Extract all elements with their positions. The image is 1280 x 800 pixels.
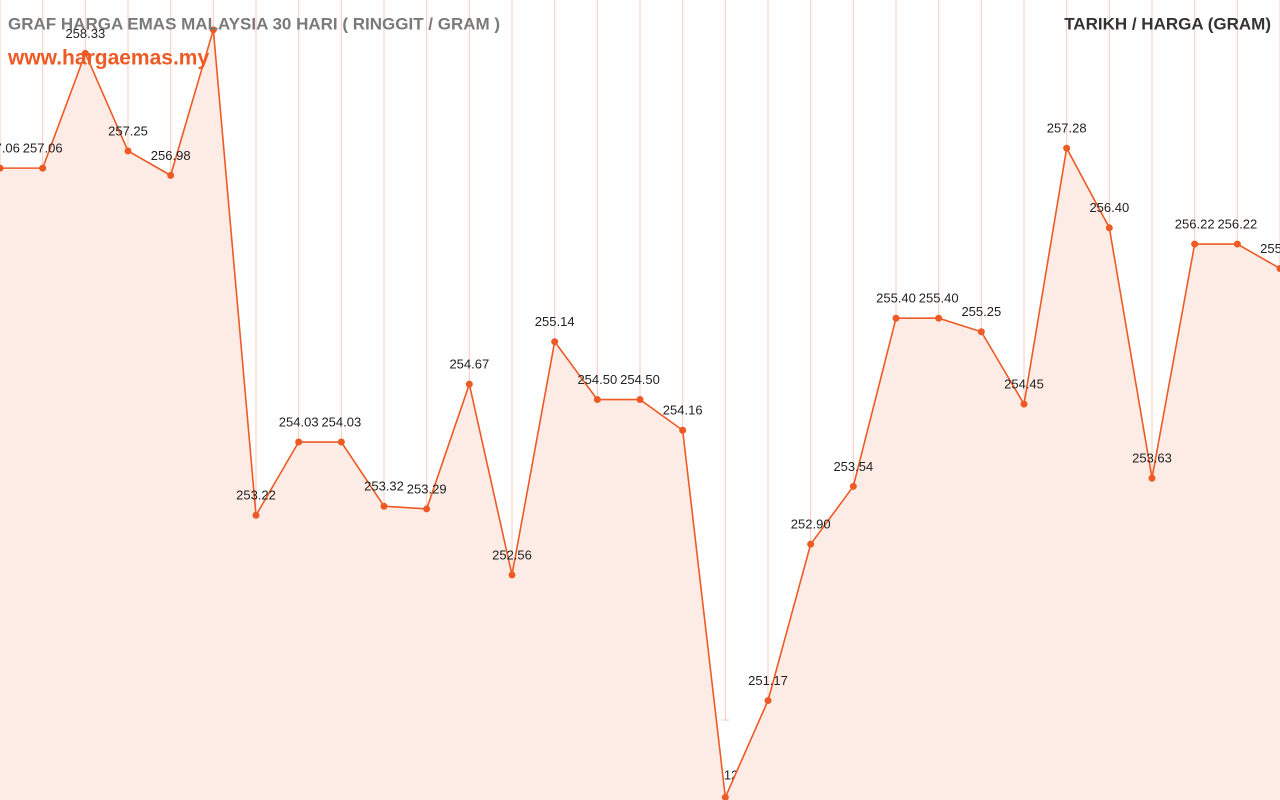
value-label: 253.32	[364, 479, 404, 494]
point	[593, 396, 601, 404]
point	[252, 511, 260, 519]
point	[935, 314, 943, 322]
point	[807, 540, 815, 548]
value-label: 253.29	[407, 481, 447, 496]
point	[465, 380, 473, 388]
value-label: 255.40	[919, 291, 959, 306]
area	[0, 29, 1280, 800]
value-label: 256.22	[1175, 217, 1215, 232]
point	[1276, 264, 1280, 272]
value-label: 251.17	[748, 673, 788, 688]
value-label: 254.03	[321, 414, 361, 429]
point	[81, 49, 89, 57]
chart-title: GRAF HARGA EMAS MALAYSIA 30 HARI ( RINGG…	[8, 14, 500, 33]
value-label: 257.06	[0, 141, 20, 156]
point	[849, 482, 857, 490]
value-label: 254.45	[1004, 377, 1044, 392]
value-label: 254.50	[577, 372, 617, 387]
value-label: 256.22	[1217, 217, 1257, 232]
value-label: 253.63	[1132, 451, 1172, 466]
value-label: 254.67	[449, 357, 489, 372]
value-label: 256.98	[151, 148, 191, 163]
watermark: www.hargaemas.my	[7, 47, 209, 70]
value-label: 254.50	[620, 372, 660, 387]
point	[337, 438, 345, 446]
point	[679, 426, 687, 434]
point	[508, 571, 516, 579]
point	[295, 438, 303, 446]
point	[0, 164, 4, 172]
value-label: 255.40	[876, 291, 916, 306]
legend-label: TARIKH / HARGA (GRAM)	[1064, 14, 1271, 33]
value-label: 255.25	[961, 304, 1001, 319]
point	[1063, 144, 1071, 152]
value-label: 252.90	[791, 517, 831, 532]
value-label: 252.56	[492, 547, 532, 562]
value-label: 257.28	[1047, 121, 1087, 136]
point	[764, 697, 772, 705]
value-label: 257.06	[23, 141, 63, 156]
point	[977, 328, 985, 336]
value-label: 254.03	[279, 414, 319, 429]
point	[1105, 224, 1113, 232]
value-label: 254.16	[663, 403, 703, 418]
value-label: 257.25	[108, 123, 148, 138]
point	[1191, 240, 1199, 248]
point	[1020, 400, 1028, 408]
value-label: 253.22	[236, 488, 276, 503]
point	[39, 164, 47, 172]
value-label: 256.40	[1089, 200, 1129, 215]
point	[892, 314, 900, 322]
value-label: 255.95	[1260, 241, 1280, 256]
point	[1148, 474, 1156, 482]
point	[209, 26, 217, 34]
value-label: 258.33	[65, 26, 105, 41]
point	[721, 793, 729, 800]
value-label: 255.14	[535, 314, 575, 329]
point	[636, 396, 644, 404]
point	[1233, 240, 1241, 248]
point	[167, 171, 175, 179]
point	[423, 505, 431, 513]
point	[551, 338, 559, 346]
point	[380, 502, 388, 510]
value-label: 253.54	[833, 459, 873, 474]
point	[124, 147, 132, 155]
